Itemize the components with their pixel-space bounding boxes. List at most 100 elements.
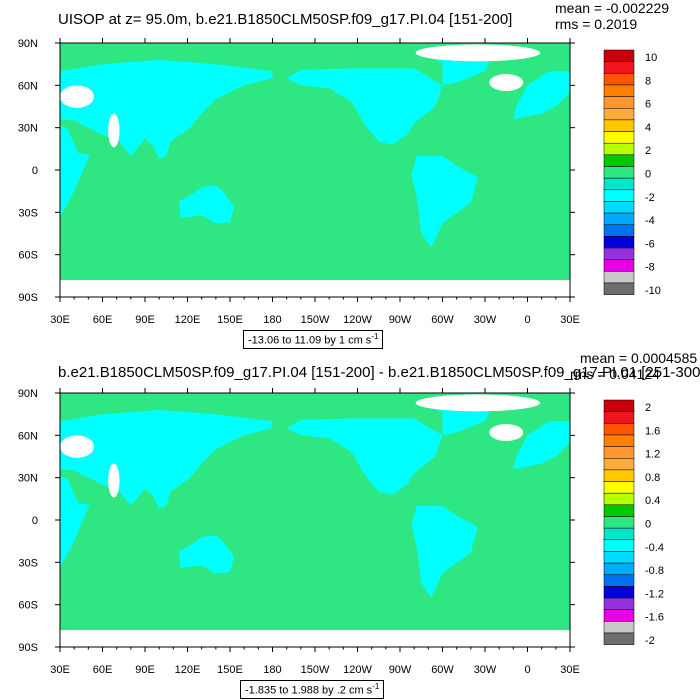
- colorbar-swatch: [603, 271, 635, 284]
- colorbar-swatch: [603, 131, 635, 144]
- x-tick-label: 30E: [560, 664, 580, 676]
- colorbar-swatch: [603, 423, 635, 436]
- x-tick-label: 150W: [301, 314, 330, 326]
- colorbar-label: 0: [645, 518, 651, 530]
- colorbar-swatch: [603, 504, 635, 517]
- x-tick-label: 90E: [135, 314, 155, 326]
- continent-europe: [513, 421, 570, 470]
- colorbar-label: -0.8: [645, 565, 664, 577]
- y-tick-label: 0: [32, 165, 38, 177]
- continent-south-america: [411, 505, 478, 598]
- x-tick-label: 30W: [474, 664, 497, 676]
- mask-blob: [415, 44, 541, 62]
- colorbar-swatch: [603, 84, 635, 97]
- colorbar-swatch: [603, 154, 635, 167]
- continent-north-america: [286, 68, 443, 145]
- colorbar-swatch: [603, 166, 635, 179]
- colorbar-label: 1.2: [645, 449, 660, 461]
- mask-blob: [489, 424, 524, 441]
- y-tick-label: 60S: [18, 600, 38, 612]
- x-tick-label: 60E: [93, 664, 113, 676]
- colorbar-swatch: [603, 399, 635, 412]
- colorbar-label: -4: [645, 215, 655, 227]
- colorbar-label: -1.6: [645, 612, 664, 624]
- colorbar-swatch: [603, 481, 635, 494]
- mean-stat: mean = -0.002229: [555, 0, 670, 16]
- y-tick-label: 30N: [18, 123, 38, 135]
- x-tick-label: 30E: [560, 314, 580, 326]
- colorbar-swatch: [603, 119, 635, 132]
- y-tick-label: 60S: [18, 250, 38, 262]
- x-tick-label: 150W: [301, 664, 330, 676]
- x-tick-label: 0: [524, 314, 530, 326]
- colorbar-swatch: [603, 527, 635, 541]
- x-tick-label: 120E: [175, 664, 201, 676]
- continent-europe: [513, 71, 570, 120]
- x-tick-label: 60E: [93, 314, 113, 326]
- colorbar-label: 10: [645, 52, 657, 64]
- continent-africa: [60, 476, 90, 567]
- colorbar-swatch: [603, 632, 635, 645]
- colorbar-swatch: [603, 434, 635, 447]
- colorbar-label: 2: [645, 402, 651, 414]
- colorbar-label: -0.4: [645, 542, 664, 554]
- colorbar-swatch: [603, 73, 635, 86]
- mask-blob: [108, 113, 120, 148]
- x-tick-label: 30E: [50, 664, 70, 676]
- colorbar-label: 2: [645, 145, 651, 157]
- continent-australia: [179, 535, 235, 574]
- colorbar-label: 0.8: [645, 472, 660, 484]
- colorbar-label: -6: [645, 238, 655, 250]
- range-label: -13.06 to 11.09 by 1 cm s-1: [243, 330, 384, 349]
- colorbar-swatch: [603, 201, 635, 214]
- x-tick-label: 0: [524, 664, 530, 676]
- range-unit-exponent: -1: [371, 332, 379, 341]
- nodata-antarctica: [60, 630, 570, 647]
- colorbar-swatch: [603, 458, 635, 471]
- rms-stat: rms = 0.2019: [555, 16, 638, 32]
- x-tick-label: 30W: [474, 314, 497, 326]
- colorbar-swatch: [603, 282, 635, 295]
- colorbar-swatch: [603, 212, 635, 226]
- map-plot: 30E 60E 90E 120E 150E 180 150W 120W 90W 60W 30W 0 30…: [18, 38, 661, 326]
- colorbar-label: 4: [645, 122, 651, 134]
- mean-stat: mean = 0.0004585: [580, 350, 698, 366]
- colorbar-label: -2: [645, 192, 655, 204]
- y-tick-label: 0: [32, 515, 38, 527]
- colorbar-swatch: [603, 551, 635, 564]
- colorbar-swatch: [603, 411, 635, 424]
- x-tick-label: 30E: [50, 314, 70, 326]
- colorbar-swatch: [603, 492, 635, 506]
- colorbar-swatch: [603, 586, 635, 599]
- colorbar-swatch: [603, 96, 635, 109]
- continent-north-america: [286, 418, 443, 495]
- colorbar-label: 0.4: [645, 495, 660, 507]
- colorbar-swatch: [603, 189, 635, 202]
- colorbar-swatch: [603, 224, 635, 237]
- mask-blob: [489, 74, 524, 91]
- continent-australia: [179, 185, 235, 224]
- colorbar-label: 0: [645, 168, 651, 180]
- colorbar-swatch: [603, 49, 635, 62]
- range-text: -13.06 to 11.09 by 1 cm s: [248, 334, 372, 347]
- x-tick-label: 180: [263, 314, 281, 326]
- continent-africa: [60, 126, 90, 217]
- colorbar-swatch: [603, 574, 635, 587]
- colorbar-swatch: [603, 539, 635, 552]
- map-plot: 30E 60E 90E 120E 150E 180 150W 120W 90W 60W 30W 0 30…: [18, 388, 664, 676]
- y-tick-label: 30S: [18, 207, 38, 219]
- colorbar-swatch: [603, 609, 635, 622]
- y-tick-label: 90N: [18, 38, 38, 50]
- figure-bottom: mean = 0.0004585 rms = 0.04124 b.e21.B18…: [0, 350, 700, 700]
- figure-top: UISOP at z= 95.0m, b.e21.B1850CLM50SP.f0…: [18, 0, 670, 349]
- y-tick-label: 60N: [18, 430, 38, 442]
- mask-blob: [60, 435, 94, 458]
- x-tick-label: 60W: [431, 314, 454, 326]
- colorbar-label: -8: [645, 262, 655, 274]
- colorbar-swatch: [603, 61, 635, 74]
- x-tick-label: 180: [263, 664, 281, 676]
- x-tick-label: 90W: [389, 664, 412, 676]
- y-tick-label: 30S: [18, 557, 38, 569]
- colorbar-label: 8: [645, 75, 651, 87]
- colorbar-swatch: [603, 108, 635, 121]
